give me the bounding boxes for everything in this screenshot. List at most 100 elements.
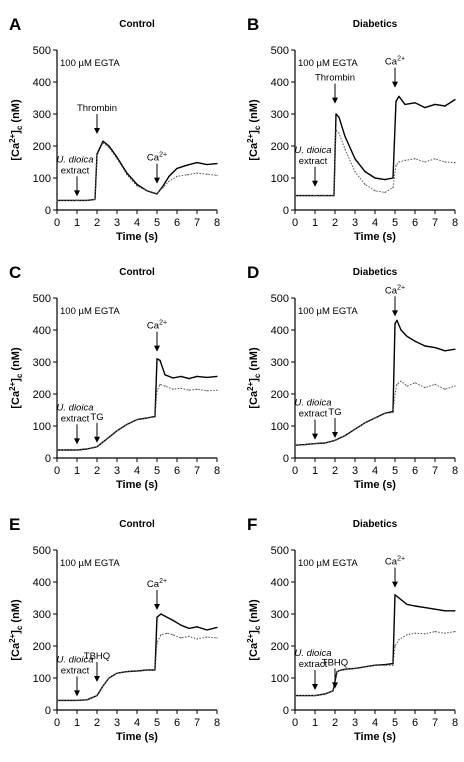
annotation-label: TBHQ bbox=[322, 657, 348, 668]
data-point bbox=[338, 132, 340, 134]
annotation-label: extract bbox=[61, 413, 90, 424]
series-solid-line bbox=[295, 594, 455, 697]
data-point bbox=[354, 158, 356, 160]
data-point bbox=[126, 174, 128, 176]
data-point bbox=[102, 140, 104, 142]
data-point bbox=[108, 145, 110, 147]
x-tick-label: 1 bbox=[312, 465, 318, 477]
annotation-label: Ca2+ bbox=[147, 320, 167, 332]
data-point bbox=[344, 435, 346, 437]
data-point bbox=[216, 626, 218, 629]
data-point bbox=[160, 634, 162, 636]
data-point bbox=[394, 323, 396, 325]
data-point bbox=[196, 162, 198, 164]
panel-e: E Control 0 100 200 300 400 500 0 1 2 3 4 5 6 7 8 Time (s… bbox=[8, 515, 220, 743]
annotation-arrow-head bbox=[312, 684, 318, 690]
data-point bbox=[206, 376, 208, 378]
data-point bbox=[392, 664, 394, 666]
y-axis-label: [Ca2+]c (nM) bbox=[8, 99, 24, 161]
annotation-label: Thrombin bbox=[315, 73, 355, 84]
data-point bbox=[364, 666, 366, 668]
data-point bbox=[172, 377, 174, 379]
x-tick-label: 0 bbox=[54, 217, 60, 229]
y-tick-label: 400 bbox=[271, 77, 289, 89]
data-point bbox=[159, 383, 161, 385]
data-point bbox=[136, 183, 138, 185]
data-point bbox=[176, 175, 178, 177]
data-point bbox=[332, 690, 334, 692]
y-axis-label: [Ca2+]c (nM) bbox=[8, 347, 24, 409]
annotation-arrow-head bbox=[94, 128, 100, 134]
x-tick-label: 2 bbox=[332, 465, 338, 477]
data-point bbox=[76, 449, 78, 451]
data-point bbox=[454, 610, 456, 612]
data-point bbox=[56, 449, 58, 451]
data-point bbox=[180, 637, 182, 639]
x-tick-label: 8 bbox=[452, 217, 458, 229]
annotation-label: Ca2+ bbox=[385, 284, 405, 296]
x-tick-label: 7 bbox=[432, 717, 438, 729]
data-point bbox=[406, 634, 408, 636]
y-tick-label: 100 bbox=[33, 421, 51, 433]
data-point bbox=[314, 195, 316, 197]
x-tick-label: 3 bbox=[114, 217, 120, 229]
y-tick-label: 400 bbox=[33, 77, 51, 89]
annotation-label: U. dioica bbox=[295, 648, 332, 659]
egta-note: 100 µM EGTA bbox=[298, 306, 358, 317]
data-point bbox=[335, 129, 337, 131]
egta-note: 100 µM EGTA bbox=[298, 58, 358, 69]
x-tick-label: 0 bbox=[292, 465, 298, 477]
annotation-arrow-head bbox=[94, 436, 100, 443]
data-point bbox=[156, 616, 158, 618]
data-point bbox=[333, 195, 335, 197]
data-point bbox=[384, 179, 386, 181]
x-tick-label: 6 bbox=[412, 217, 418, 229]
y-tick-label: 300 bbox=[33, 109, 51, 121]
x-tick-label: 1 bbox=[74, 217, 80, 229]
data-point bbox=[166, 632, 168, 634]
data-point bbox=[154, 416, 156, 418]
data-point bbox=[156, 192, 158, 194]
data-point bbox=[424, 607, 426, 609]
x-tick-label: 5 bbox=[154, 717, 160, 729]
annotation-arrow-head bbox=[94, 676, 100, 682]
data-point bbox=[154, 669, 156, 671]
data-point bbox=[414, 340, 416, 342]
annotation-arrow-head bbox=[332, 432, 338, 438]
data-point bbox=[188, 378, 190, 380]
annotation-label: U. dioica bbox=[295, 398, 332, 409]
data-point bbox=[364, 422, 366, 424]
data-point bbox=[136, 670, 138, 672]
x-tick-label: 0 bbox=[292, 717, 298, 729]
y-tick-label: 200 bbox=[271, 389, 289, 401]
data-point bbox=[434, 383, 436, 385]
data-point bbox=[159, 359, 161, 361]
panel-title: Control bbox=[119, 267, 155, 278]
x-tick-label: 1 bbox=[312, 217, 318, 229]
annotation-arrow-head bbox=[154, 345, 160, 352]
data-point bbox=[398, 597, 400, 599]
series-dotted-line bbox=[57, 142, 218, 201]
data-point bbox=[146, 190, 148, 192]
data-point bbox=[188, 635, 190, 638]
annotation-label: extract bbox=[299, 659, 328, 670]
annotation-label: Ca2+ bbox=[385, 556, 405, 568]
x-tick-label: 8 bbox=[452, 465, 458, 477]
data-point bbox=[164, 374, 166, 376]
x-tick-label: 5 bbox=[392, 717, 398, 729]
x-axis-label: Time (s) bbox=[354, 479, 396, 491]
x-tick-label: 8 bbox=[214, 217, 220, 229]
data-point bbox=[364, 183, 366, 185]
data-point bbox=[444, 161, 446, 163]
x-axis-label: Time (s) bbox=[116, 479, 158, 491]
data-point bbox=[338, 116, 340, 118]
data-point bbox=[404, 103, 406, 105]
data-point bbox=[454, 631, 456, 633]
annotation-label: U. dioica bbox=[57, 154, 94, 165]
data-point bbox=[66, 699, 68, 702]
data-point bbox=[454, 348, 456, 350]
x-tick-label: 3 bbox=[352, 717, 358, 729]
data-point bbox=[102, 685, 104, 687]
data-point bbox=[96, 155, 98, 157]
data-point bbox=[106, 438, 108, 440]
